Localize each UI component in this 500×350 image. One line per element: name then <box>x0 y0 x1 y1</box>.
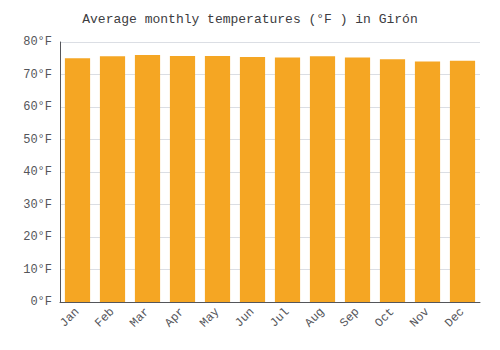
svg-text:40°F: 40°F <box>23 165 52 179</box>
svg-text:May: May <box>197 305 222 330</box>
svg-text:Jul: Jul <box>267 305 292 330</box>
svg-text:60°F: 60°F <box>23 100 52 114</box>
svg-text:50°F: 50°F <box>23 133 52 147</box>
svg-text:Aug: Aug <box>302 305 327 330</box>
svg-text:Mar: Mar <box>127 305 152 330</box>
svg-text:0°F: 0°F <box>30 295 52 309</box>
svg-text:Sep: Sep <box>337 305 362 330</box>
svg-text:80°F: 80°F <box>23 35 52 49</box>
svg-text:Dec: Dec <box>442 305 467 330</box>
svg-text:70°F: 70°F <box>23 68 52 82</box>
svg-text:Nov: Nov <box>407 305 432 330</box>
svg-text:Oct: Oct <box>372 305 397 330</box>
svg-text:30°F: 30°F <box>23 198 52 212</box>
svg-text:10°F: 10°F <box>23 263 52 277</box>
svg-text:20°F: 20°F <box>23 230 52 244</box>
svg-text:Jun: Jun <box>232 305 257 330</box>
svg-text:Jan: Jan <box>57 305 82 330</box>
svg-text:Apr: Apr <box>162 305 187 330</box>
svg-text:Average monthly temperatures (: Average monthly temperatures (°F ) in Gi… <box>82 12 417 27</box>
svg-text:Feb: Feb <box>92 305 117 330</box>
